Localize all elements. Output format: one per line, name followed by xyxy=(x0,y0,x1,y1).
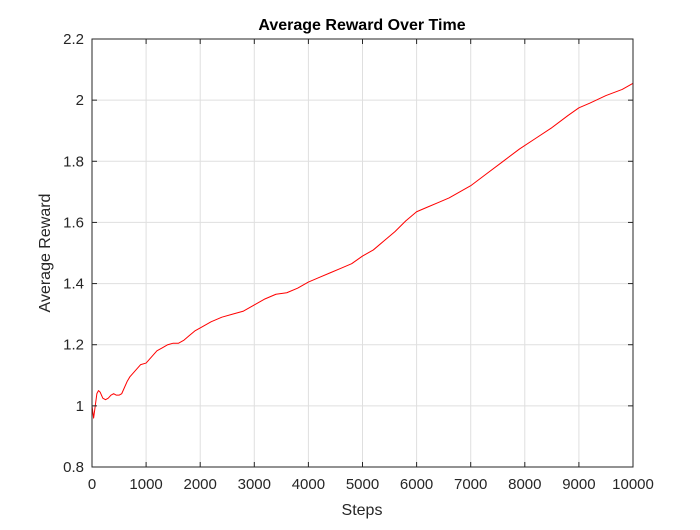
x-axis-label: Steps xyxy=(342,502,383,519)
y-tick-label: 2.2 xyxy=(63,31,84,48)
x-tick-label: 9000 xyxy=(562,476,595,493)
x-tick-label: 1000 xyxy=(129,476,162,493)
y-tick-label: 1.2 xyxy=(63,337,84,354)
y-tick-label: 2 xyxy=(76,92,84,109)
y-tick-label: 1.6 xyxy=(63,214,84,231)
ticks: 0 1000 2000 3000 4000 5000 6000 7000 8000 9000 100… xyxy=(63,31,654,493)
y-tick-label: 1.8 xyxy=(63,153,84,170)
x-tick-label: 0 xyxy=(88,476,96,493)
series-layer xyxy=(91,82,634,419)
x-tick-label: 6000 xyxy=(400,476,433,493)
y-axis-label: Average Reward xyxy=(37,194,54,313)
x-tick-label: 10000 xyxy=(612,476,654,493)
x-tick-label: 8000 xyxy=(508,476,541,493)
x-tick-label: 2000 xyxy=(184,476,217,493)
chart-title: Average Reward Over Time xyxy=(258,17,465,34)
x-tick-label: 5000 xyxy=(346,476,379,493)
x-tick-label: 3000 xyxy=(238,476,271,493)
y-tick-label: 1 xyxy=(76,398,84,415)
x-tick-label: 7000 xyxy=(454,476,487,493)
series-line-0 xyxy=(91,82,634,419)
y-tick-label: 0.8 xyxy=(63,459,84,476)
x-tick-label: 4000 xyxy=(292,476,325,493)
y-tick-label: 1.4 xyxy=(63,276,84,293)
